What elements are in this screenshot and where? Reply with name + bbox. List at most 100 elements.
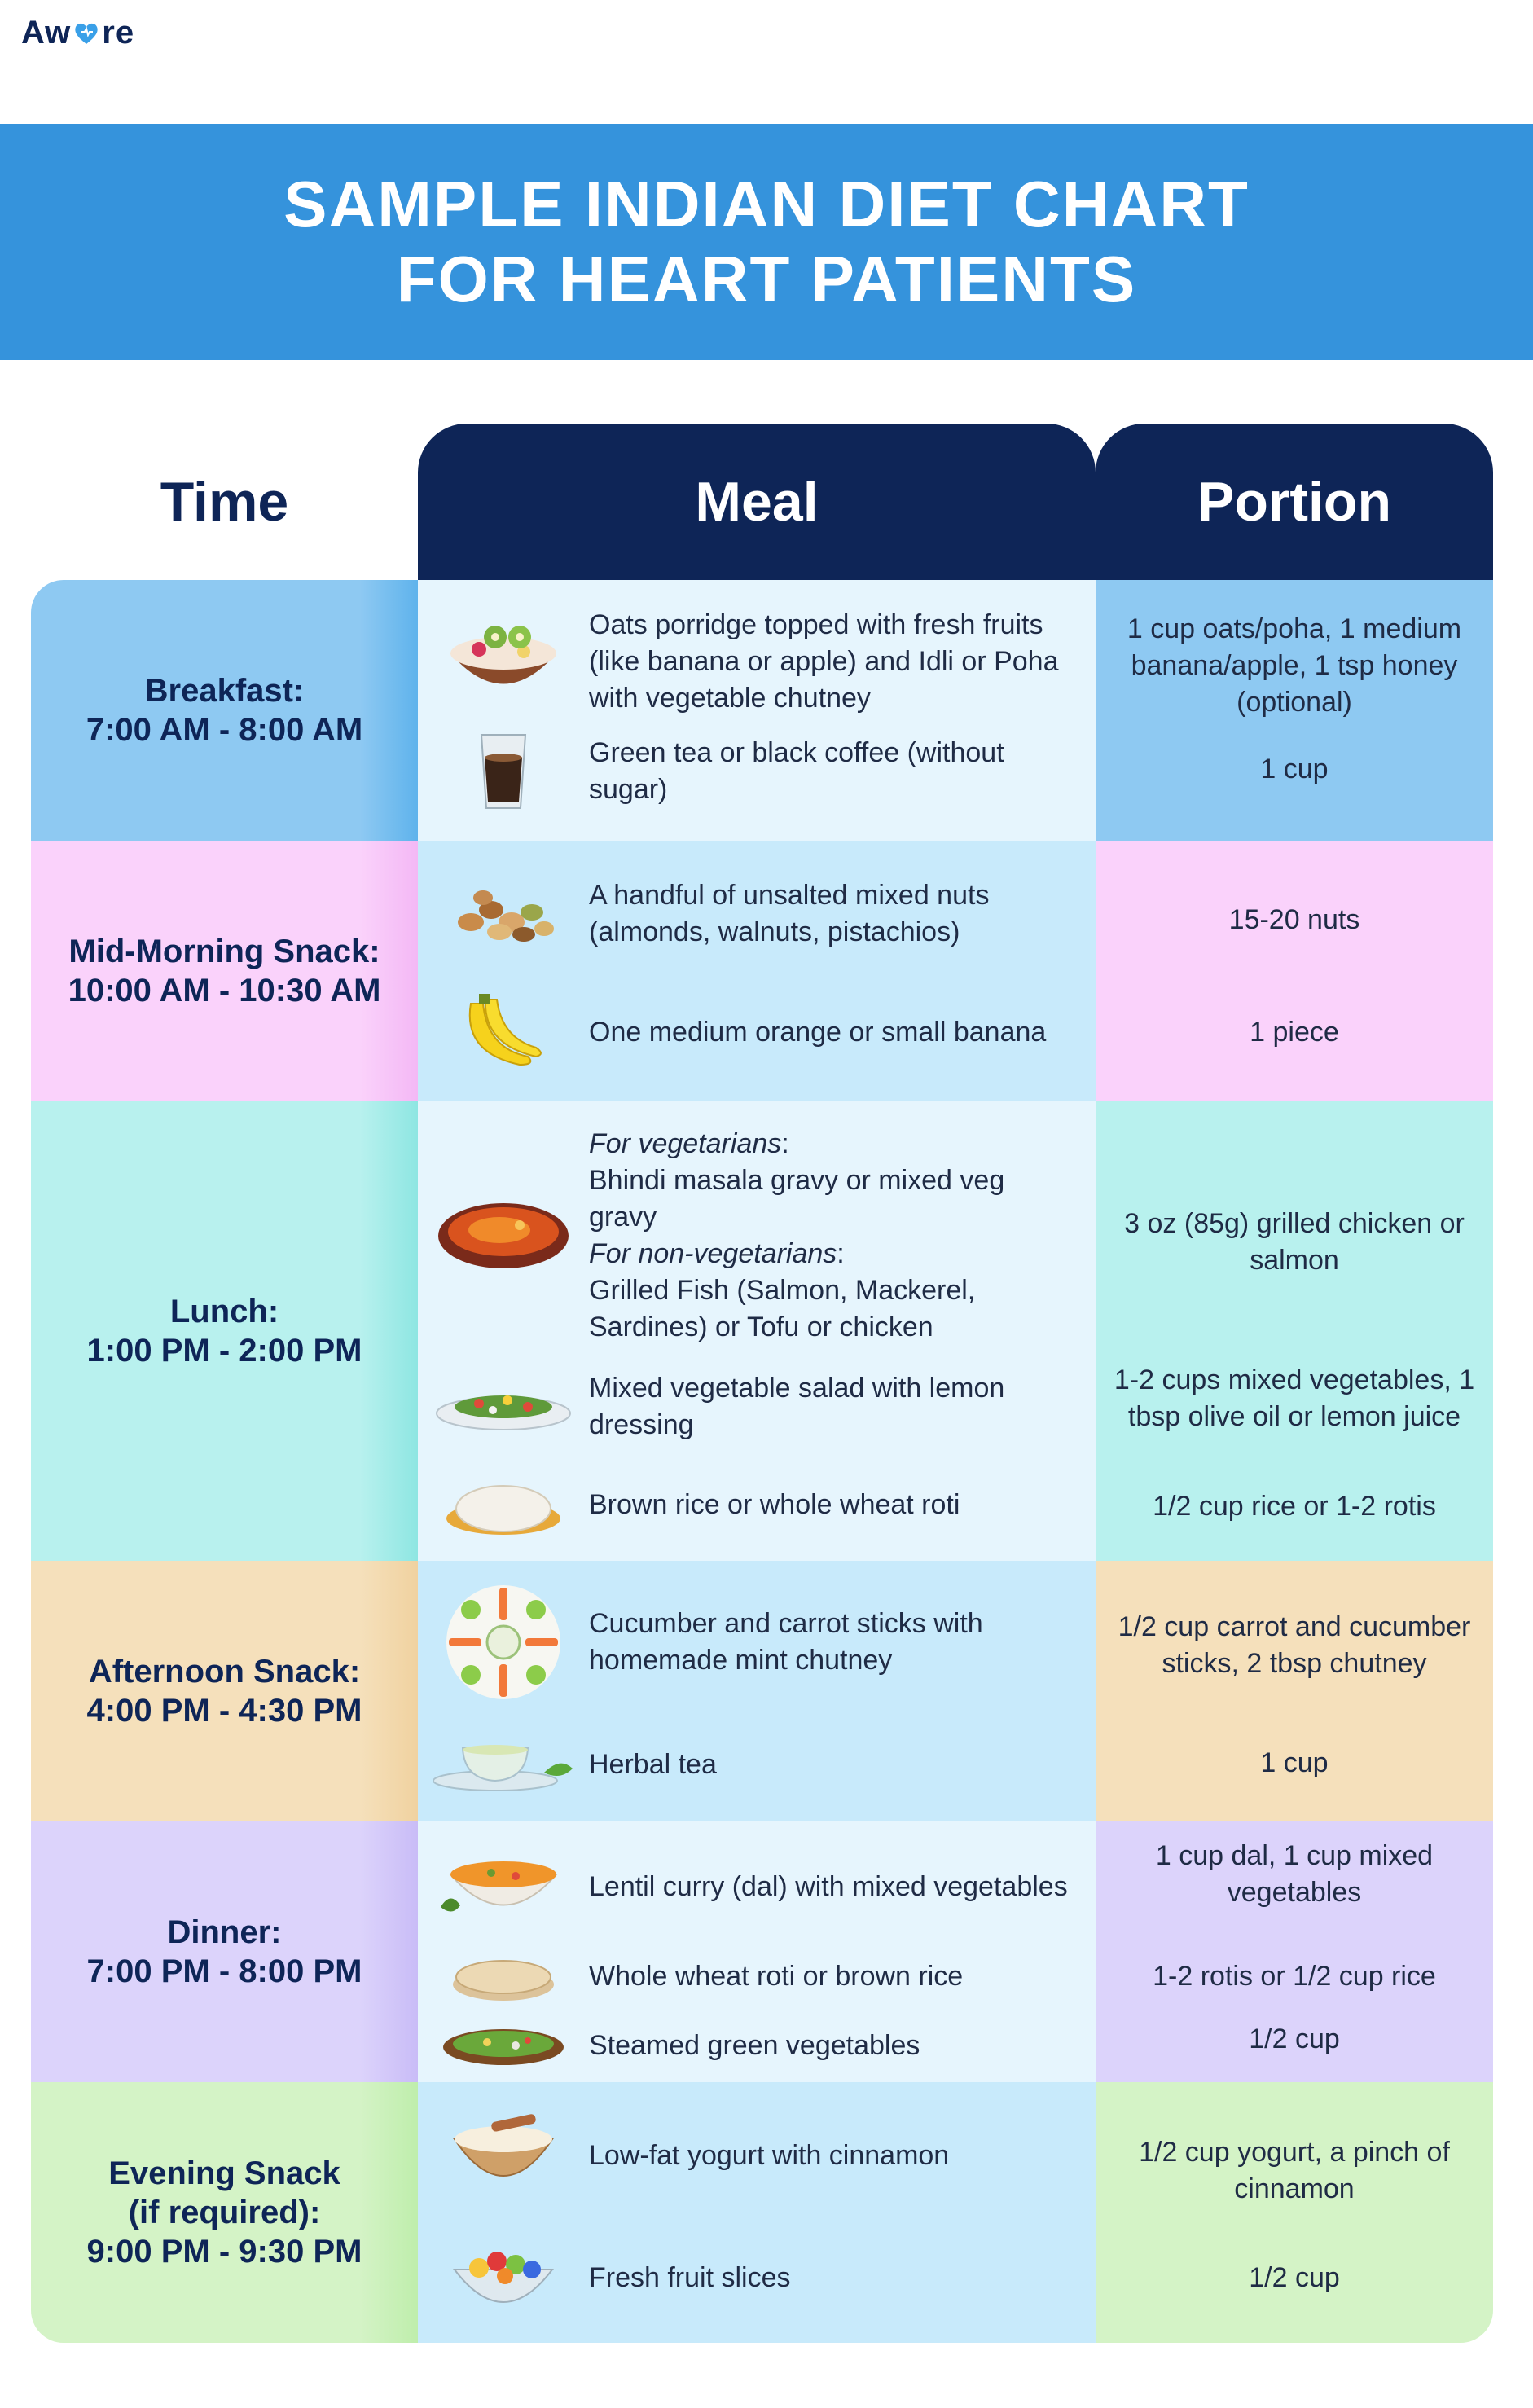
- time-cell: Breakfast: 7:00 AM - 8:00 AM: [31, 580, 418, 841]
- meal-qualifier: (if required):: [128, 2195, 321, 2230]
- meal-time: 4:00 PM - 4:30 PM: [86, 1693, 362, 1729]
- meal-cell: Lentil curry (dal) with mixed vegetables…: [418, 1821, 1096, 2082]
- meal-item: Lentil curry (dal) with mixed vegetables: [418, 1838, 1096, 1936]
- meal-item: Cucumber and carrot sticks with homemade…: [418, 1577, 1096, 1707]
- meal-item: A handful of unsalted mixed nuts (almond…: [418, 865, 1096, 963]
- row-evening-snack: Evening Snack (if required): 9:00 PM - 9…: [31, 2082, 1493, 2343]
- time-cell: Afternoon Snack: 4:00 PM - 4:30 PM: [31, 1561, 418, 1821]
- meal-cell: Cucumber and carrot sticks with homemade…: [418, 1561, 1096, 1821]
- portion-text: 1 cup: [1260, 754, 1329, 784]
- meal-text: Cucumber and carrot sticks with homemade…: [589, 1608, 983, 1676]
- title-line-2: FOR HEART PATIENTS: [396, 243, 1137, 315]
- coffee-glass-icon: [480, 734, 527, 809]
- oats-bowl-icon: [450, 626, 556, 684]
- column-header-meal: Meal: [418, 424, 1096, 580]
- mixed-nuts-icon: [458, 890, 554, 942]
- meal-text: Lentil curry (dal) with mixed vegetables: [589, 1870, 1068, 1902]
- portion-text: 1/2 cup rice or 1-2 rotis: [1153, 1491, 1436, 1522]
- meal-time: 7:00 PM - 8:00 PM: [86, 1953, 362, 1989]
- portion-cell: 1 cup dal, 1 cup mixed vegetables 1-2 ro…: [1096, 1821, 1493, 2082]
- portion-text: 1 cup: [1260, 1747, 1329, 1778]
- meal-text: Steamed green vegetables: [589, 2029, 920, 2061]
- meal-text: Green tea or black coffee (without sugar…: [589, 737, 1004, 805]
- time-cell: Dinner: 7:00 PM - 8:00 PM: [31, 1821, 418, 2082]
- meal-text: Herbal tea: [589, 1748, 717, 1780]
- row-dinner: Dinner: 7:00 PM - 8:00 PM Lentil curry (…: [31, 1821, 1493, 2082]
- meal-text: One medium orange or small banana: [589, 1016, 1047, 1048]
- meal-item: Oats porridge topped with fresh fruits (…: [418, 604, 1096, 718]
- salad-plate-icon: [436, 1395, 571, 1430]
- meal-text: Oats porridge topped with fresh fruits (…: [589, 609, 1059, 714]
- portion-cell: 3 oz (85g) grilled chicken or salmon 1-2…: [1096, 1101, 1493, 1561]
- meal-time: 10:00 AM - 10:30 AM: [68, 973, 381, 1008]
- meal-item: Mixed vegetable salad with lemon dressin…: [418, 1362, 1096, 1452]
- veg-text: Bhindi masala gravy or mixed veg gravy: [589, 1165, 1005, 1233]
- logo-text-left: Aw: [21, 15, 72, 51]
- portion-text: 1 cup oats/poha, 1 medium banana/apple, …: [1127, 613, 1462, 718]
- portion-text: 1-2 rotis or 1/2 cup rice: [1153, 1961, 1436, 1992]
- brand-logo: Aw re: [21, 15, 134, 51]
- meal-text: A handful of unsalted mixed nuts (almond…: [589, 880, 990, 947]
- roti-stack-icon: [453, 1960, 554, 2001]
- portion-text: 3 oz (85g) grilled chicken or salmon: [1124, 1208, 1465, 1276]
- meal-item: Herbal tea: [418, 1724, 1096, 1805]
- title-line-1: SAMPLE INDIAN DIET CHART: [283, 168, 1250, 240]
- rice-plate-icon: [446, 1485, 560, 1535]
- time-cell: Mid-Morning Snack: 10:00 AM - 10:30 AM: [31, 841, 418, 1101]
- meal-name: Afternoon Snack:: [88, 1654, 361, 1690]
- meal-text: Low-fat yogurt with cinnamon: [589, 2139, 950, 2171]
- meal-cell: Low-fat yogurt with cinnamon Fresh fruit…: [418, 2082, 1096, 2343]
- portion-text: 1 piece: [1250, 1017, 1339, 1048]
- meal-time: 1:00 PM - 2:00 PM: [86, 1333, 362, 1369]
- row-mid-morning-snack: Mid-Morning Snack: 10:00 AM - 10:30 AM A…: [31, 841, 1493, 1101]
- meal-name: Mid-Morning Snack:: [68, 934, 380, 969]
- bananas-icon: [468, 994, 542, 1066]
- tea-cup-icon: [433, 1745, 573, 1791]
- meal-text: Brown rice or whole wheat roti: [589, 1488, 960, 1520]
- meal-text: For vegetarians: Bhindi masala gravy or …: [589, 1126, 1078, 1346]
- green-veg-dish-icon: [443, 2029, 564, 2065]
- portion-text: 1-2 cups mixed vegetables, 1 tbsp olive …: [1114, 1364, 1475, 1432]
- meal-item: One medium orange or small banana: [418, 983, 1096, 1081]
- meal-item: For vegetarians: Bhindi masala gravy or …: [418, 1126, 1096, 1346]
- portion-cell: 1 cup oats/poha, 1 medium banana/apple, …: [1096, 580, 1493, 841]
- meal-time: 9:00 PM - 9:30 PM: [86, 2234, 362, 2270]
- heart-logo-icon: [75, 23, 98, 44]
- meal-item: Fresh fruit slices: [418, 2229, 1096, 2327]
- column-header-time: Time: [160, 471, 289, 533]
- meal-name: Breakfast:: [144, 673, 305, 709]
- meal-item: Green tea or black coffee (without sugar…: [418, 727, 1096, 816]
- row-breakfast: Breakfast: 7:00 AM - 8:00 AM Oats porrid…: [31, 580, 1493, 841]
- portion-text: 1/2 cup: [1249, 2024, 1340, 2054]
- title-banner: SAMPLE INDIAN DIET CHART FOR HEART PATIE…: [0, 124, 1533, 360]
- row-lunch: Lunch: 1:00 PM - 2:00 PM For vegetarians…: [31, 1101, 1493, 1561]
- nonveg-label: For non-vegetarians: [589, 1238, 837, 1269]
- veggie-platter-icon: [446, 1585, 560, 1699]
- veg-label: For vegetarians: [589, 1128, 782, 1159]
- meal-text: Mixed vegetable salad with lemon dressin…: [589, 1373, 1005, 1440]
- portion-cell: 1/2 cup carrot and cucumber sticks, 2 tb…: [1096, 1561, 1493, 1821]
- yogurt-bowl-icon: [453, 2114, 554, 2177]
- logo-text-right: re: [102, 15, 135, 51]
- time-cell: Lunch: 1:00 PM - 2:00 PM: [31, 1101, 418, 1561]
- nonveg-text: Grilled Fish (Salmon, Mackerel, Sardines…: [589, 1275, 976, 1342]
- dal-bowl-icon: [441, 1861, 559, 1912]
- meal-item: Steamed green vegetables: [418, 2013, 1096, 2078]
- meal-item: Low-fat yogurt with cinnamon: [418, 2098, 1096, 2212]
- column-header-portion: Portion: [1096, 424, 1493, 580]
- meal-item: Brown rice or whole wheat roti: [418, 1460, 1096, 1549]
- portion-cell: 1/2 cup yogurt, a pinch of cinnamon 1/2 …: [1096, 2082, 1493, 2343]
- portion-text: 1/2 cup carrot and cucumber sticks, 2 tb…: [1118, 1611, 1471, 1679]
- time-cell: Evening Snack (if required): 9:00 PM - 9…: [31, 2082, 418, 2343]
- curry-dish-icon: [438, 1203, 569, 1268]
- meal-cell: A handful of unsalted mixed nuts (almond…: [418, 841, 1096, 1101]
- meal-name: Lunch:: [169, 1294, 279, 1329]
- portion-text: 15-20 nuts: [1228, 904, 1360, 935]
- meal-time: 7:00 AM - 8:00 AM: [86, 712, 363, 748]
- meal-cell: For vegetarians: Bhindi masala gravy or …: [418, 1101, 1096, 1561]
- portion-text: 1 cup dal, 1 cup mixed vegetables: [1155, 1840, 1434, 1908]
- row-afternoon-snack: Afternoon Snack: 4:00 PM - 4:30 PM Cucum…: [31, 1561, 1493, 1821]
- portion-text: 1/2 cup yogurt, a pinch of cinnamon: [1139, 2137, 1450, 2204]
- portion-text: 1/2 cup: [1249, 2262, 1340, 2293]
- fruit-bowl-icon: [452, 2252, 555, 2303]
